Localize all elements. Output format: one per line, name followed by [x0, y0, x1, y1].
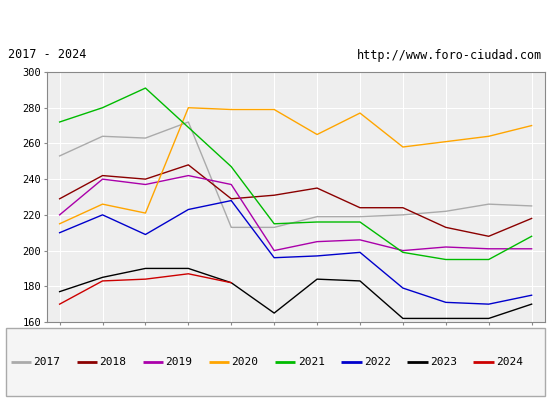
FancyBboxPatch shape: [6, 328, 544, 396]
Text: 2019: 2019: [166, 357, 192, 367]
Text: 2017: 2017: [34, 357, 60, 367]
Text: 2023: 2023: [430, 357, 456, 367]
Text: Evolucion del paro registrado en Agramunt: Evolucion del paro registrado en Agramun…: [88, 13, 462, 29]
Text: 2021: 2021: [298, 357, 324, 367]
Text: 2024: 2024: [496, 357, 522, 367]
Text: 2022: 2022: [364, 357, 390, 367]
Text: http://www.foro-ciudad.com: http://www.foro-ciudad.com: [356, 48, 542, 62]
Text: 2017 - 2024: 2017 - 2024: [8, 48, 87, 62]
Text: 2020: 2020: [232, 357, 258, 367]
Text: 2018: 2018: [100, 357, 126, 367]
